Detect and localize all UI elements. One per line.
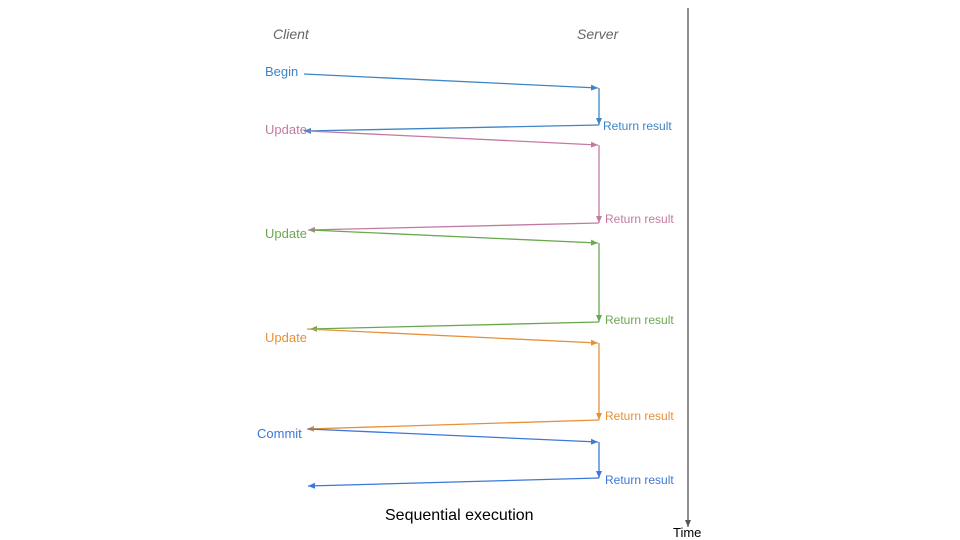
response-arrow <box>307 477 600 489</box>
request-arrow <box>303 73 599 91</box>
time-axis-label: Time <box>673 525 702 540</box>
request-label: Begin <box>265 64 299 79</box>
response-arrow <box>309 321 600 332</box>
request-arrow <box>307 428 599 445</box>
response-label: Return result <box>605 473 674 487</box>
response-arrow <box>307 222 600 233</box>
response-arrow <box>306 419 600 432</box>
diagram-caption: Sequential execution <box>385 507 534 524</box>
response-label: Return result <box>605 212 674 226</box>
response-arrow <box>303 124 600 134</box>
request-label: Update <box>265 122 307 137</box>
response-label: Return result <box>603 119 672 133</box>
server-header: Server <box>577 26 619 42</box>
request-arrow <box>307 130 599 148</box>
request-label: Commit <box>257 426 302 441</box>
request-arrow <box>309 229 599 246</box>
request-label: Update <box>265 226 307 241</box>
request-label: Update <box>265 330 307 345</box>
request-arrow <box>306 328 599 346</box>
response-label: Return result <box>605 409 674 423</box>
response-label: Return result <box>605 313 674 327</box>
client-header: Client <box>273 26 309 42</box>
